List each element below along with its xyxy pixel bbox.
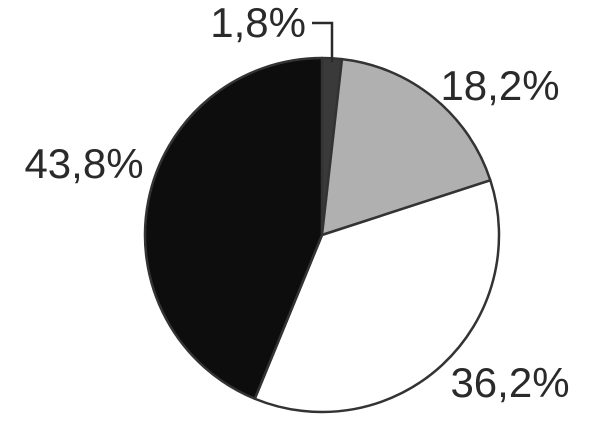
leader-lines <box>312 21 334 63</box>
slice-labels: 1,8% 18,2% 36,2% 43,8% <box>24 0 569 406</box>
slice-label-3: 36,2% <box>450 359 569 406</box>
pie-slice-3 <box>253 179 501 414</box>
pie-slices <box>143 56 501 414</box>
slice-label-2: 18,2% <box>440 62 559 109</box>
leader-line-1 <box>312 21 334 63</box>
slice-label-4: 43,8% <box>24 140 143 187</box>
slice-label-1: 1,8% <box>210 0 306 46</box>
pie-slice-4 <box>143 56 324 400</box>
pie-slice-2 <box>320 57 492 237</box>
